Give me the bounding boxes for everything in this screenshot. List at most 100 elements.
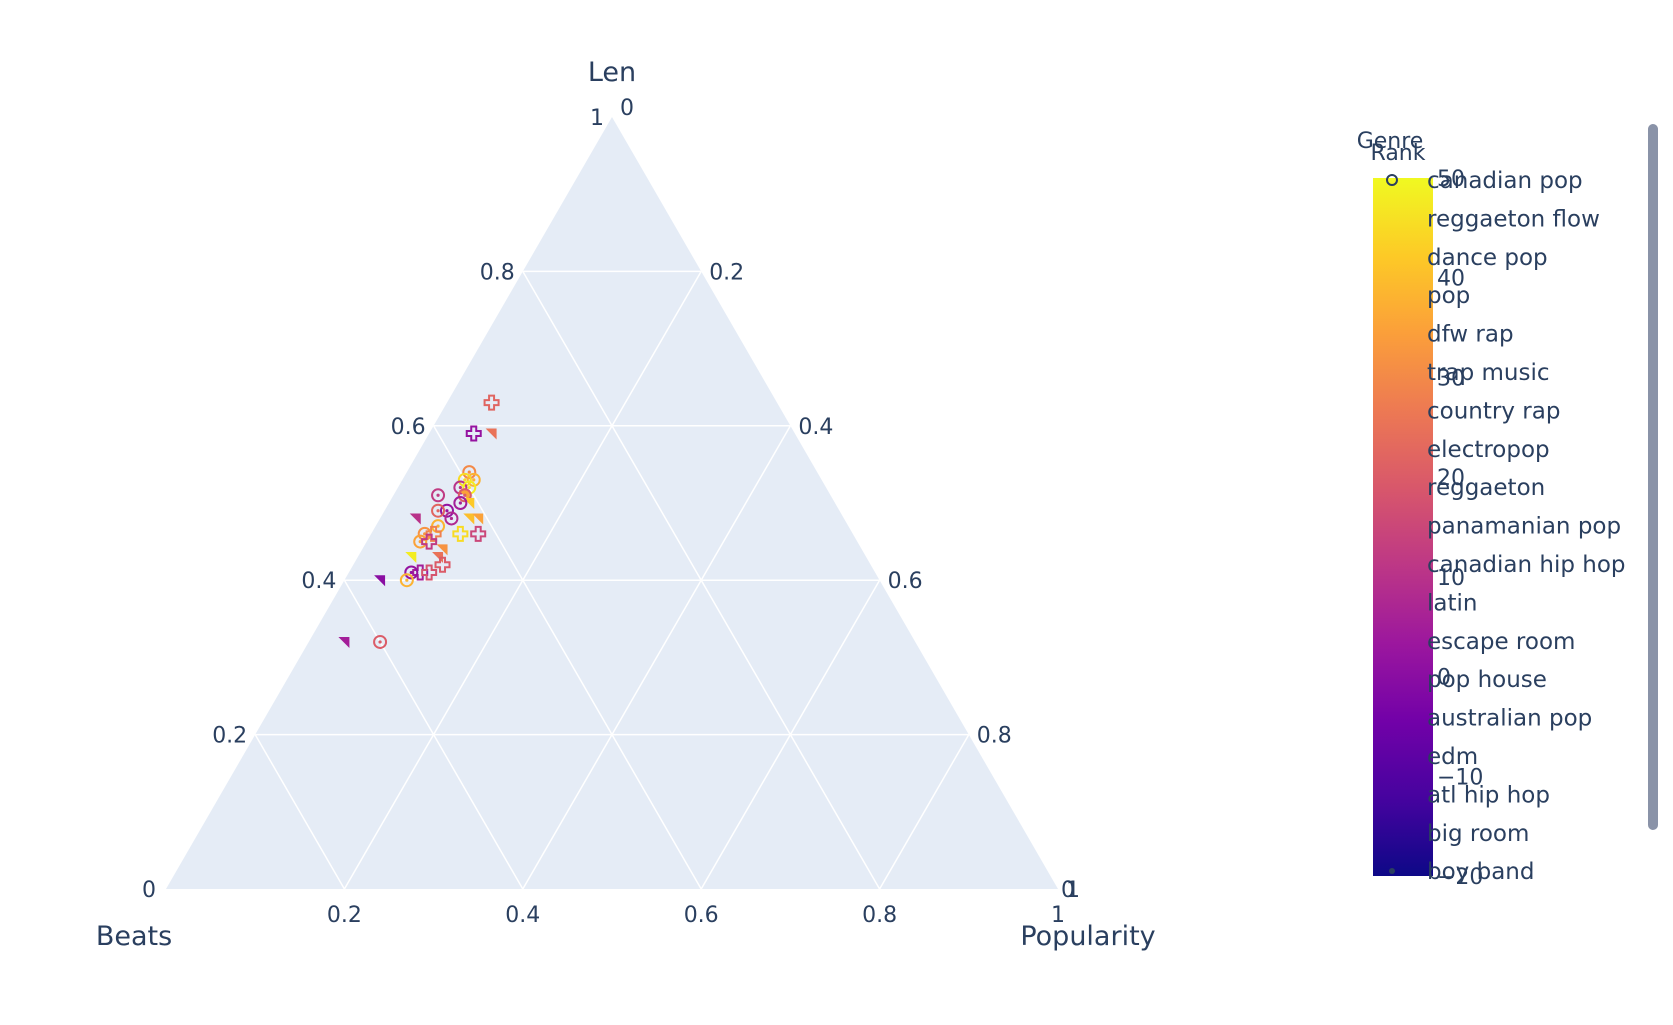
data-point-circle[interactable] [453,480,468,495]
data-point-triangle[interactable] [436,544,448,556]
point-ring[interactable] [431,488,446,503]
data-point-circle[interactable] [453,496,468,510]
colorbar-tick-label: −20 [1437,865,1483,890]
point-dot[interactable] [378,640,382,644]
gridline-popularity [522,425,792,890]
data-point-circle[interactable] [431,488,446,503]
point-ring[interactable] [413,534,428,549]
point-dot[interactable] [449,516,454,521]
legend-item[interactable]: canadian pop [1427,168,1583,194]
legend-item[interactable]: atl hip hop [1427,782,1550,808]
colorbar-tick-label: 30 [1437,366,1465,391]
data-point-circle[interactable] [462,465,477,480]
legend-item[interactable]: pop [1427,283,1470,309]
data-point-triangle[interactable] [463,513,475,525]
point-dot[interactable] [467,470,471,474]
point-ring[interactable] [453,480,468,495]
data-point-cross[interactable] [434,556,451,573]
beats-tick-label: 1 [1066,878,1080,903]
legend-item-label: escape room [1427,629,1575,655]
data-point-circle[interactable] [444,511,459,526]
point-dot[interactable] [423,532,427,536]
legend-item[interactable]: dance pop [1427,245,1548,271]
data-point-cross[interactable] [483,394,500,411]
point-ring[interactable] [453,496,468,510]
data-point-triangle[interactable] [405,552,417,564]
legend-item-label: dfw rap [1427,322,1514,348]
point-dot[interactable] [458,501,462,505]
legend-item-label: latin [1427,590,1477,616]
data-point-triangle[interactable] [374,575,386,587]
data-point-circle[interactable] [457,472,472,487]
point-dot[interactable] [463,478,467,482]
data-point-circle[interactable] [457,488,472,503]
point-ring[interactable] [457,488,472,503]
legend-item[interactable]: escape room [1427,629,1575,655]
point-dot[interactable] [418,540,422,544]
legend-item[interactable]: australian pop [1427,706,1592,732]
legend-item[interactable]: edm [1427,744,1478,770]
data-point-cross[interactable] [421,564,438,581]
legend-item-label: pop house [1427,667,1547,693]
point-dot[interactable] [472,478,476,482]
point-dot[interactable] [436,524,440,528]
point-ring[interactable] [462,465,477,480]
data-point-circle[interactable] [413,534,428,549]
popularity-tick-label: 0.4 [505,903,540,928]
point-dot[interactable] [405,578,409,582]
point-dot[interactable] [458,485,462,490]
legend-scrollbar[interactable] [1648,124,1658,830]
gridline-beats [343,579,524,890]
point-ring[interactable] [444,511,459,526]
legend-item[interactable]: panamanian pop [1427,514,1621,540]
data-point-triangle[interactable] [472,513,484,525]
legend-item[interactable]: reggaeton flow [1427,206,1600,232]
data-point-circle[interactable] [466,472,481,487]
data-point-cross[interactable] [452,525,469,542]
data-point-circle[interactable] [399,573,414,588]
popularity-tick-label: 0.6 [684,903,719,928]
legend[interactable]: canadian pop reggaeton flow dance pop pop df… [1386,168,1626,885]
legend-item[interactable]: latin [1427,590,1477,616]
point-ring[interactable] [457,472,472,487]
point-ring[interactable] [431,503,446,518]
legend-item-label: pop [1427,283,1470,309]
legend-item[interactable]: boy band [1427,859,1534,885]
point-dot[interactable] [436,493,440,497]
data-point-circle[interactable] [373,634,388,649]
point-dot[interactable] [409,570,413,575]
data-point-triangle[interactable] [485,428,497,440]
legend-item-label: australian pop [1427,706,1592,732]
point-ring[interactable] [404,565,419,580]
point-ring[interactable] [466,472,481,487]
legend-item-label: dance pop [1427,245,1548,271]
gridline-beats [254,734,346,890]
legend-item[interactable]: electropop [1427,437,1550,463]
colorbar [1373,178,1433,876]
legend-item[interactable]: trap music [1427,360,1549,386]
data-point-cross[interactable] [421,533,438,550]
gridline-popularity [700,579,881,890]
data-point-circle[interactable] [439,503,454,518]
data-point-cross[interactable] [470,525,487,542]
data-point-triangle[interactable] [409,513,421,525]
data-point-circle[interactable] [431,503,446,518]
legend-item[interactable]: big room [1427,821,1529,847]
legend-item[interactable]: reggaeton [1427,475,1545,501]
data-points[interactable] [338,394,500,649]
data-point-circle[interactable] [404,565,419,580]
data-point-cross[interactable] [465,425,482,442]
point-ring[interactable] [373,634,388,649]
data-point-triangle[interactable] [338,636,350,648]
point-dot[interactable] [436,509,440,513]
legend-item[interactable]: country rap [1427,398,1560,424]
point-dot[interactable] [445,509,449,513]
point-dot[interactable] [467,485,471,490]
legend-item[interactable]: dfw rap [1427,322,1514,348]
legend-item[interactable]: pop house [1427,667,1547,693]
legend-item[interactable]: canadian hip hop [1427,552,1626,578]
beats-tick-label: 0.6 [888,569,923,594]
point-ring[interactable] [439,503,454,518]
point-ring[interactable] [399,573,414,588]
point-dot[interactable] [463,493,467,497]
